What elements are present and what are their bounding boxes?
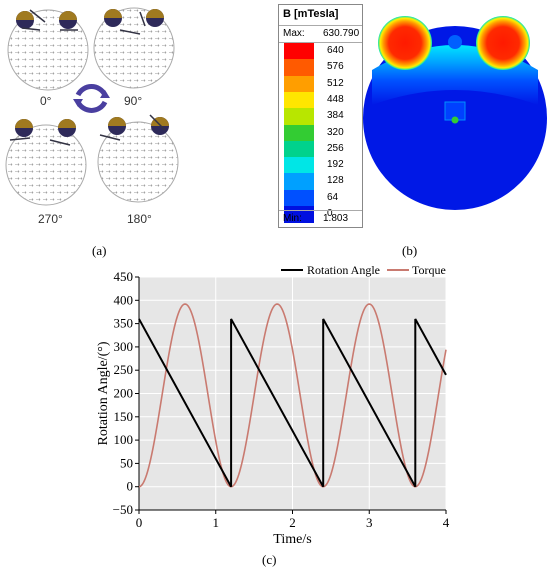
legend-swatch: [284, 173, 314, 191]
legend-tick-label: 192: [327, 159, 344, 171]
legend-tick-label: 128: [327, 175, 344, 187]
legend-swatch: [284, 43, 314, 60]
legend-swatch: [284, 91, 314, 109]
legend-tick-label: 320: [327, 126, 344, 138]
y-tick-label: −50: [113, 502, 133, 517]
legend-tick-label: 256: [327, 142, 344, 154]
panel-b-label: (b): [402, 243, 418, 258]
y-tick-label: 50: [120, 455, 133, 470]
legend-swatch: [284, 75, 314, 93]
y-tick-label: 200: [114, 386, 134, 401]
legend-max-row: Max: 630.790: [279, 25, 362, 43]
x-tick-label: 1: [213, 515, 220, 530]
x-tick-label: 0: [136, 515, 143, 530]
x-axis-label: Time/s: [273, 532, 311, 547]
angle-label-0: 0°: [40, 94, 52, 108]
legend-tick-label: 384: [327, 110, 344, 122]
y-tick-label: 350: [114, 316, 134, 331]
y-tick-label: 300: [114, 339, 134, 354]
legend-title: B [mTesla]: [283, 8, 339, 20]
angle-label-270: 270°: [38, 212, 63, 226]
legend-swatch: [284, 59, 314, 77]
legend-max-label: Max:: [283, 28, 305, 39]
y-tick-label: 400: [114, 292, 134, 307]
series-torque-line: [138, 303, 447, 488]
legend-swatch: [284, 140, 314, 158]
angle-label-90: 90°: [124, 94, 143, 108]
y-axis-label: Rotation Angle/(°): [96, 341, 111, 445]
legend-torque-label: Torque: [412, 263, 446, 277]
legend-tick-label: 0: [327, 208, 333, 219]
legend-tick-label: 640: [327, 45, 344, 56]
y-tick-label: 0: [127, 479, 134, 494]
diagram-0deg: [7, 9, 89, 91]
angle-label-180: 180°: [127, 212, 152, 226]
legend-swatch: [284, 189, 314, 207]
legend-min-row: Min: 1.803: [279, 210, 362, 227]
field-contour-plot: [363, 16, 547, 210]
series-rotation-angle-line: [138, 318, 447, 488]
panel-a-label: (a): [92, 243, 107, 258]
legend-swatch: [284, 108, 314, 125]
diagram-90deg: [93, 7, 175, 89]
diagram-270deg: [5, 119, 87, 206]
legend-min-label: Min:: [283, 213, 302, 224]
x-tick-label: 4: [443, 515, 450, 530]
legend-swatch: [284, 157, 314, 174]
y-tick-label: 250: [114, 362, 134, 377]
legend-tick-label: 576: [327, 61, 344, 73]
legend-swatch: [284, 124, 314, 142]
colorbar-legend: B [mTesla] Max: 630.790 640 576 512 448 384 32…: [278, 4, 363, 228]
y-tick-label: 100: [114, 432, 134, 447]
legend-tick-label: 512: [327, 77, 344, 89]
x-tick-label: 3: [366, 515, 373, 530]
cycle-arrows-icon: [73, 84, 110, 113]
legend-rotation-angle-label: Rotation Angle: [307, 263, 380, 277]
panel-c-label: (c): [262, 552, 277, 567]
legend-tick-label: 448: [327, 93, 344, 105]
y-tick-label: 150: [114, 409, 134, 424]
diagram-180deg: [97, 114, 179, 203]
field-arrow-diagrams: [5, 7, 179, 206]
legend-min-value: 1.803: [323, 213, 349, 224]
legend-max-value: 630.790: [323, 28, 360, 39]
x-tick-label: 2: [289, 515, 296, 530]
legend-tick-label: 64: [327, 191, 339, 203]
y-tick-label: 450: [114, 269, 134, 284]
